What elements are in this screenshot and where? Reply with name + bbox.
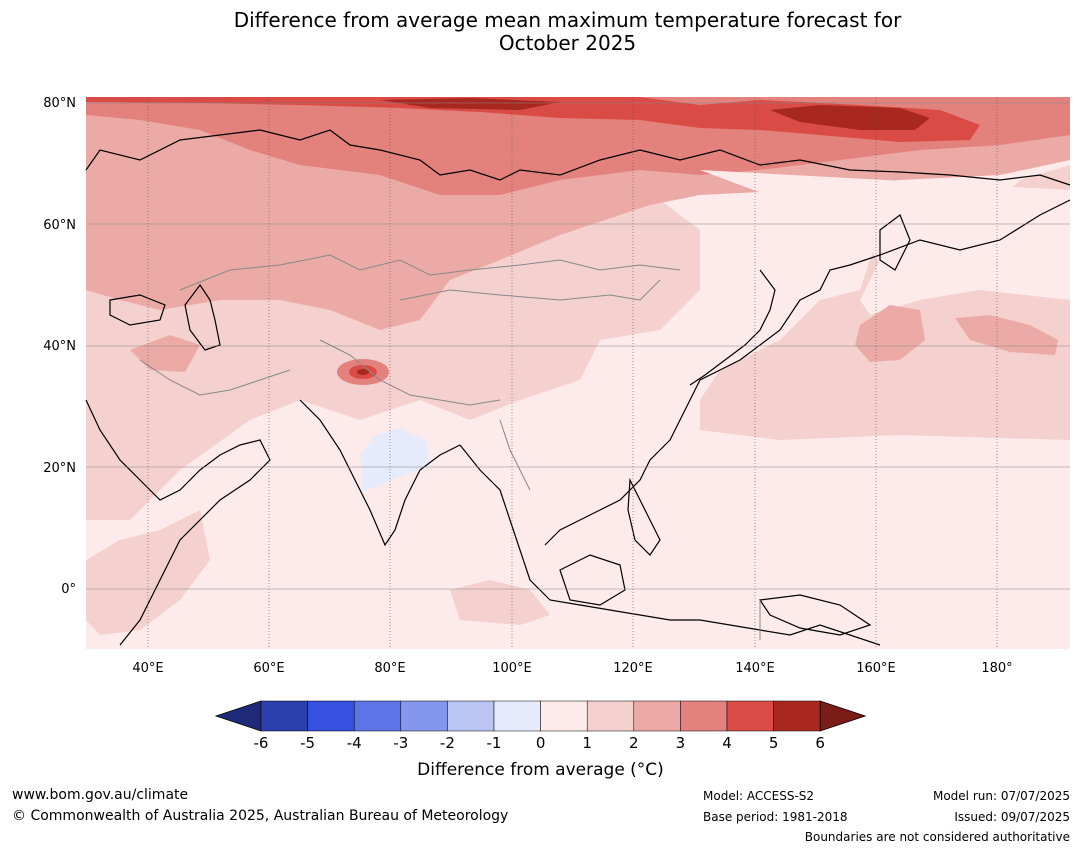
colorbar-over-triangle xyxy=(819,700,867,732)
colorbar-segment xyxy=(540,700,588,732)
colorbar-segment xyxy=(353,700,402,732)
anomaly-band-5-6 xyxy=(380,98,930,130)
colorbar-segment xyxy=(307,700,355,732)
boundary-mideast xyxy=(139,359,291,396)
footer-model-run: Model run: 07/07/2025 xyxy=(932,789,1070,803)
footer-website: www.bom.gov.au/climate xyxy=(12,787,189,803)
latitude-labels: 80°N 60°N 40°N 20°N 0° xyxy=(43,96,76,597)
lon-label-120E: 120°E xyxy=(613,661,653,676)
lon-label-40E: 40°E xyxy=(132,661,163,676)
colorbar: -6 -5 -4 -3 -2 -1 0 1 2 3 4 5 6 xyxy=(214,700,867,752)
lat-label-60N: 60°N xyxy=(43,218,76,233)
colorbar-segment xyxy=(633,700,681,732)
coast-seasia xyxy=(459,444,881,646)
colorbar-tick-label: 4 xyxy=(722,734,732,752)
colorbar-tick-label: -6 xyxy=(254,734,269,752)
boundary-himalaya xyxy=(319,339,501,406)
lon-label-100E: 100°E xyxy=(492,661,532,676)
lon-label-80E: 80°E xyxy=(374,661,405,676)
coast-india xyxy=(299,399,461,547)
colorbar-tick-label: 6 xyxy=(815,734,825,752)
hotspot-tibet-core xyxy=(357,369,369,375)
anomaly-band-0-1-tropics xyxy=(700,170,1070,265)
map-title: Difference from average mean maximum tem… xyxy=(0,9,1081,55)
colorbar-segment xyxy=(447,700,495,732)
boundary-seasia xyxy=(499,419,531,491)
colorbar-segment xyxy=(493,700,541,732)
lat-label-0: 0° xyxy=(61,582,76,597)
lon-label-160E: 160°E xyxy=(856,661,896,676)
lat-label-20N: 20°N xyxy=(43,461,76,476)
colorbar-tick-label: 3 xyxy=(676,734,686,752)
boundary-china-mongolia xyxy=(399,279,661,301)
footer-base-period: Base period: 1981-2018 xyxy=(703,810,848,824)
longitude-labels: 40°E 60°E 80°E 100°E 120°E 140°E 160°E 1… xyxy=(132,661,1012,676)
country-boundaries xyxy=(139,254,761,640)
colorbar-segment xyxy=(586,700,635,732)
boundary-russia-kazakhstan xyxy=(179,254,681,291)
coast-europe-north xyxy=(85,129,1071,186)
lat-label-80N: 80°N xyxy=(43,96,76,111)
colorbar-tick-label: -4 xyxy=(347,734,362,752)
anomaly-band-2-3-pacific xyxy=(855,305,1058,362)
anomaly-band-1-2 xyxy=(86,97,1070,520)
colorbar-tick-label: 1 xyxy=(582,734,592,752)
gridlines xyxy=(147,97,998,649)
colorbar-tick-label: 0 xyxy=(536,734,546,752)
colorbar-tick-label: -1 xyxy=(487,734,502,752)
anomaly-band-1-2-tropics xyxy=(86,510,550,635)
anomaly-band-minus1-0-india xyxy=(360,428,430,492)
coast-pacific-asia xyxy=(544,199,1071,546)
footer-disclaimer: Boundaries are not considered authoritat… xyxy=(804,830,1070,844)
coast-black-sea xyxy=(109,294,166,326)
footer-model: Model: ACCESS-S2 xyxy=(703,789,815,803)
coast-new-guinea xyxy=(758,594,872,636)
anomaly-band-2-3-mideast xyxy=(130,335,200,372)
colorbar-tick-label: 2 xyxy=(629,734,639,752)
coast-caspian xyxy=(184,283,221,351)
title-line-1: Difference from average mean maximum tem… xyxy=(233,8,902,32)
colorbar-tick-label: -5 xyxy=(300,734,315,752)
colorbar-segment xyxy=(680,700,728,732)
footer-issued: Issued: 09/07/2025 xyxy=(954,810,1070,824)
colorbar-tick-label: -2 xyxy=(440,734,455,752)
lon-label-180: 180° xyxy=(981,661,1012,676)
colorbar-segment xyxy=(400,700,448,732)
colorbar-under-triangle xyxy=(214,700,262,732)
footer-copyright: © Commonwealth of Australia 2025, Austra… xyxy=(12,808,509,824)
lon-label-60E: 60°E xyxy=(253,661,284,676)
coast-arabia-africa xyxy=(85,399,271,646)
parallels xyxy=(86,102,1070,590)
colorbar-tick-label: -3 xyxy=(393,734,408,752)
colorbar-title: Difference from average (°C) xyxy=(417,760,664,780)
colorbar-segment xyxy=(260,700,308,732)
anomaly-band-4-5 xyxy=(86,97,980,142)
coastlines xyxy=(85,129,1071,646)
colorbar-tick-label: 5 xyxy=(769,734,779,752)
colorbar-segment xyxy=(726,700,774,732)
coast-japan xyxy=(689,269,776,386)
colorbar-segment xyxy=(773,700,821,732)
map-panel xyxy=(85,97,1071,649)
title-line-2: October 2025 xyxy=(498,31,637,55)
coast-philippines xyxy=(627,477,661,556)
anomaly-fields xyxy=(86,97,1070,635)
coast-kamchatka xyxy=(879,214,911,271)
lon-label-140E: 140°E xyxy=(735,661,775,676)
coast-borneo xyxy=(559,554,626,606)
lat-label-40N: 40°N xyxy=(43,339,76,354)
